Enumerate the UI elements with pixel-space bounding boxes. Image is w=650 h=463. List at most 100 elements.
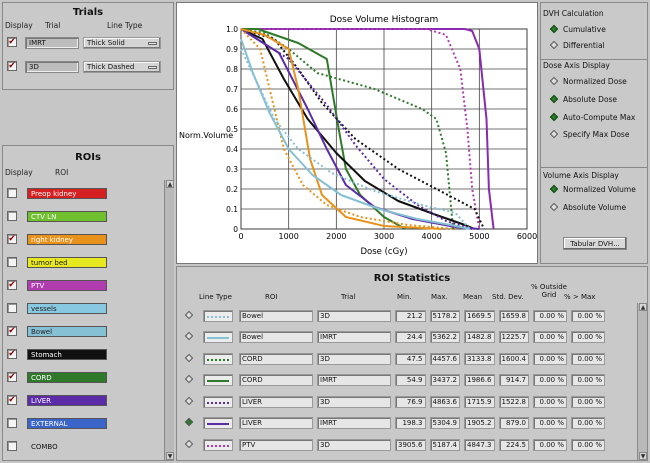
roi-scrollbar[interactable]: ▲ ▼ [164,180,174,460]
volume-axis-title: Volume Axis Display [543,171,619,180]
roi-name-label: LIVER [27,395,107,406]
roi-cell: PTV [239,438,313,451]
x-tick-label: 3000 [374,232,394,241]
radio-option[interactable]: Differential [549,40,605,50]
min-cell: 47.5 [395,352,426,365]
roi-checkbox[interactable]: ✔ [7,372,17,382]
min-cell: 76.9 [395,395,426,408]
row-select-diamond-icon[interactable] [184,396,194,405]
table-row[interactable]: LIVER IMRT 198.3 5304.9 1905.2 879.0 0.0… [181,413,607,435]
radio-label: Differential [563,41,605,50]
stats-hdr-roi: ROI [265,293,278,301]
dvh-chart-panel: 0 1000 2000 3000 4000 5000 6000 0 0.1 0.2 0.3 0.4 0.… [176,2,538,264]
line-type-swatch [203,309,233,322]
tabular-dvh-button[interactable]: Tabular DVH... [563,237,627,250]
row-select-diamond-icon[interactable] [184,439,194,448]
roi-checkbox[interactable] [7,441,17,451]
roi-name-label: CTV LN [27,211,107,222]
gt-max-cell: 0.00 % [571,309,605,322]
radio-diamond-icon [549,94,559,104]
radio-option[interactable]: Auto-Compute Max [549,112,635,122]
scroll-up-icon[interactable]: ▲ [639,303,647,311]
radio-label: Absolute Volume [563,203,627,212]
row-select-diamond-icon[interactable] [184,375,194,384]
trial-cell: IMRT [317,331,391,344]
row-select-diamond-icon[interactable] [184,418,194,427]
dvh-curve [240,28,442,230]
y-tick-label: 0.5 [226,125,238,134]
y-tick-label: 0.6 [226,105,238,114]
outside-grid-cell: 0.00 % [533,331,567,344]
roi-checkbox[interactable]: ✔ [7,234,17,244]
scroll-down-icon[interactable]: ▼ [639,452,647,460]
table-row[interactable]: Bowel IMRT 24.4 5362.2 1482.8 1225.7 0.0… [181,327,607,349]
scroll-down-icon[interactable]: ▼ [166,452,174,460]
roi-checkbox[interactable] [7,211,17,221]
dvh-chart: 0 1000 2000 3000 4000 5000 6000 0 0.1 0.2 0.3 0.4 0.… [179,15,537,257]
y-axis-label: Norm.Volume [179,131,233,140]
roi-checkbox[interactable] [7,188,17,198]
rois-col-display: Display [5,168,33,177]
roi-name-label: Bowel [27,326,107,337]
radio-option[interactable]: Absolute Volume [549,202,627,212]
radio-option[interactable]: Normalized Dose [549,76,627,86]
roi-cell: CORD [239,374,313,387]
row-select-diamond-icon[interactable] [184,332,194,341]
radio-option[interactable]: Absolute Dose [549,94,617,104]
dvh-curve [240,28,455,230]
roi-checkbox[interactable] [7,303,17,313]
roi-checkbox[interactable]: ✔ [7,395,17,405]
table-row[interactable]: LIVER 3D 76.9 4863.6 1715.9 1522.8 0.00 … [181,391,607,413]
row-select-diamond-icon[interactable] [184,310,194,319]
divider [541,59,647,60]
trial-checkbox[interactable]: ✔ [7,37,17,47]
roi-checkbox[interactable] [7,257,17,267]
radio-option[interactable]: Normalized Volume [549,184,636,194]
mean-cell: 3133.8 [464,352,495,365]
radio-label: Specify Max Dose [563,130,630,139]
line-type-dropdown[interactable]: Thick Dashed [83,61,161,73]
roi-name-label: vessels [27,303,107,314]
table-row[interactable]: Bowel 3D 21.2 5178.2 1669.5 1659.8 0.00 … [181,305,607,327]
dvh-curve [241,28,495,230]
table-row[interactable]: PTV 3D 3905.6 5187.4 4847.3 224.5 0.00 %… [181,434,607,456]
radio-diamond-icon [549,76,559,86]
stats-scrollbar[interactable]: ▲ ▼ [637,303,647,460]
line-type-dropdown[interactable]: Thick Solid [83,37,161,49]
roi-name-label: CORD [27,372,107,383]
roi-checkbox[interactable] [7,418,17,428]
radio-diamond-icon [549,202,559,212]
y-tick-label: 0.8 [226,65,238,74]
max-cell: 5178.2 [429,309,460,322]
trial-checkbox[interactable]: ✔ [7,61,17,71]
min-cell: 3905.6 [395,438,426,451]
radio-option[interactable]: Cumulative [549,24,606,34]
roi-checkbox[interactable]: ✔ [7,280,17,290]
std-cell: 1522.8 [498,395,529,408]
trial-cell: 3D [317,438,391,451]
line-type-swatch [203,417,233,430]
x-axis-label: Dose (cGy) [360,247,407,257]
max-cell: 4457.6 [429,352,460,365]
table-row[interactable]: CORD IMRT 54.9 3437.2 1986.6 914.7 0.00 … [181,370,607,392]
trials-col-line-type: Line Type [107,21,143,30]
mean-cell: 1986.6 [464,374,495,387]
radio-option[interactable]: Specify Max Dose [549,129,630,139]
roi-name-label: EXTERNAL [27,418,107,429]
roi-checkbox[interactable]: ✔ [7,349,17,359]
gt-max-cell: 0.00 % [571,395,605,408]
row-select-diamond-icon[interactable] [184,353,194,362]
max-cell: 5362.2 [429,331,460,344]
scroll-up-icon[interactable]: ▲ [166,180,174,188]
radio-label: Cumulative [563,25,606,34]
max-cell: 4863.6 [429,395,460,408]
y-tick-label: 0 [233,225,238,234]
line-type-label: Thick Solid [87,39,125,47]
x-tick-label: 2000 [326,232,346,241]
table-row[interactable]: CORD 3D 47.5 4457.6 3133.8 1600.4 0.00 %… [181,348,607,370]
trial-cell: 3D [317,395,391,408]
roi-checkbox[interactable]: ✔ [7,326,17,336]
line-type-swatch [203,395,233,408]
roi-cell: LIVER [239,395,313,408]
